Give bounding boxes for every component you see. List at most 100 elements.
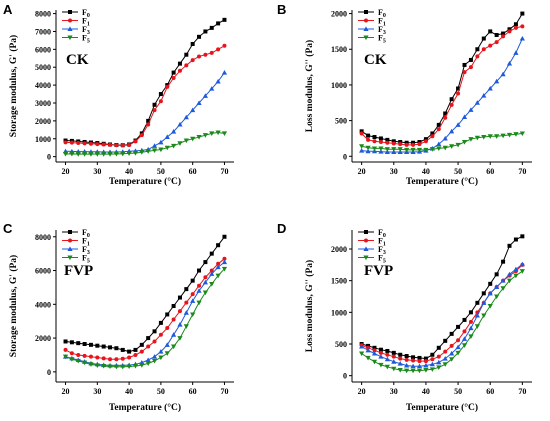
data-point: [82, 360, 88, 366]
legend-subscript: 5: [87, 259, 90, 265]
y-tick-label: 2000: [35, 334, 51, 343]
legend-subscript: 3: [87, 30, 90, 36]
data-point: [190, 107, 196, 113]
y-tick-label: 0: [343, 372, 347, 381]
data-point: [145, 357, 151, 363]
data-point: [468, 65, 473, 70]
data-point: [152, 102, 157, 107]
y-tick-label: 1000: [35, 135, 51, 144]
data-point: [423, 147, 429, 153]
legend-subscript: 1: [383, 242, 386, 248]
data-point: [429, 147, 435, 152]
data-point: [423, 139, 428, 144]
data-point: [215, 264, 221, 270]
data-point: [378, 347, 383, 352]
data-point: [475, 54, 480, 59]
data-point: [177, 309, 182, 314]
data-point: [494, 134, 500, 139]
data-point: [494, 40, 499, 45]
legend-item: F1: [62, 237, 90, 248]
data-point: [139, 349, 144, 354]
data-point: [216, 261, 221, 266]
data-point: [513, 237, 518, 242]
data-point: [481, 36, 486, 41]
data-point: [462, 70, 467, 75]
legend-marker: [67, 255, 73, 261]
data-point: [410, 363, 416, 369]
data-point: [449, 144, 455, 149]
legend-subscript: 5: [383, 259, 386, 265]
legend-subscript: 3: [87, 250, 90, 256]
data-point: [449, 97, 454, 102]
data-point: [184, 300, 189, 305]
data-point: [430, 131, 435, 136]
data-point: [411, 358, 416, 363]
y-tick-label: 1000: [331, 308, 347, 317]
data-point: [391, 139, 396, 144]
series-line: [65, 45, 225, 146]
data-point: [359, 144, 365, 149]
data-point: [108, 142, 113, 147]
x-tick-label: 40: [125, 167, 133, 176]
data-point: [202, 93, 208, 98]
data-point: [158, 99, 163, 104]
legend-marker: [364, 18, 368, 23]
legend-subscript: 0: [87, 13, 90, 19]
legend-marker: [68, 10, 72, 14]
data-point: [164, 342, 170, 347]
legend-label: F3: [82, 245, 90, 256]
data-point: [404, 142, 409, 147]
data-point: [442, 135, 448, 141]
data-point: [416, 363, 423, 369]
data-point: [171, 143, 177, 149]
series-F0: [63, 17, 227, 148]
data-point: [177, 61, 182, 66]
x-tick-label: 40: [125, 387, 133, 396]
series-F5: [359, 269, 525, 374]
data-point: [146, 336, 151, 341]
data-point: [417, 140, 422, 145]
data-point: [488, 29, 493, 34]
data-point: [62, 354, 69, 360]
data-point: [151, 143, 158, 148]
y-tick-label: 1500: [331, 277, 347, 286]
x-axis-title: Temperature (°C): [109, 176, 181, 187]
y-axis-title: Loss modulus, G'' (Pa): [304, 40, 315, 132]
data-point: [132, 363, 139, 369]
data-point: [378, 354, 384, 359]
data-point: [468, 310, 473, 315]
data-point: [442, 355, 448, 361]
data-point: [455, 122, 461, 127]
data-point: [177, 141, 183, 146]
data-point: [501, 31, 506, 36]
legend-marker: [363, 246, 369, 251]
data-point: [378, 362, 384, 368]
data-point: [171, 344, 177, 350]
y-axis-title: Loss modulus, G'' (Pa): [304, 260, 315, 352]
data-point: [456, 338, 461, 343]
data-point: [423, 359, 428, 364]
data-point: [184, 52, 189, 57]
legend-subscript: 3: [383, 250, 386, 256]
data-point: [500, 278, 506, 283]
data-point: [126, 151, 132, 157]
data-point: [366, 137, 371, 142]
data-point: [209, 271, 215, 276]
data-point: [372, 139, 377, 144]
data-point: [513, 22, 518, 27]
data-point: [378, 146, 384, 152]
series-F3: [359, 35, 525, 155]
data-point: [221, 259, 228, 265]
data-point: [190, 41, 195, 46]
y-tick-label: 5000: [35, 63, 51, 72]
series-F0: [63, 234, 227, 354]
data-point: [365, 347, 371, 353]
data-point: [221, 69, 228, 75]
legend-marker: [67, 246, 73, 251]
series-F0: [359, 234, 525, 361]
data-point: [430, 352, 435, 357]
data-point: [430, 134, 435, 139]
data-point: [171, 332, 177, 337]
data-point: [222, 43, 227, 48]
